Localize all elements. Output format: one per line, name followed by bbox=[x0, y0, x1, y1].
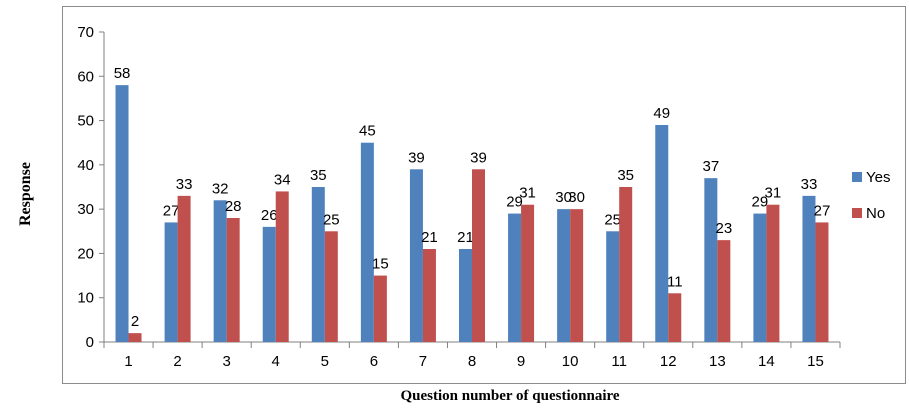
y-tick-label: 0 bbox=[86, 334, 94, 351]
x-tick-label: 5 bbox=[321, 353, 329, 370]
x-tick-label: 3 bbox=[222, 353, 230, 370]
y-axis-label: Response bbox=[17, 162, 34, 227]
x-tick-label: 7 bbox=[419, 353, 427, 370]
data-label-yes: 45 bbox=[359, 123, 376, 140]
data-label-yes: 32 bbox=[212, 180, 229, 197]
y-tick-label: 30 bbox=[77, 201, 94, 218]
bar-yes bbox=[508, 213, 522, 342]
bar-no bbox=[570, 209, 584, 342]
x-tick-label: 2 bbox=[173, 353, 181, 370]
bar-yes bbox=[213, 200, 227, 342]
data-label-yes: 25 bbox=[604, 211, 621, 228]
data-label-yes: 26 bbox=[261, 207, 278, 224]
bar-no bbox=[422, 249, 436, 342]
bar-yes bbox=[459, 249, 472, 342]
legend-swatch-no bbox=[852, 208, 862, 218]
data-label-no: 34 bbox=[274, 171, 291, 188]
data-label-no: 2 bbox=[131, 313, 139, 330]
data-label-no: 28 bbox=[225, 198, 242, 215]
data-label-yes: 29 bbox=[752, 194, 769, 211]
data-label-no: 25 bbox=[323, 211, 340, 228]
data-label-no: 21 bbox=[421, 229, 438, 246]
data-label-no: 23 bbox=[715, 220, 732, 237]
data-label-yes: 27 bbox=[163, 202, 180, 219]
bar-no bbox=[815, 222, 829, 342]
x-tick-label: 1 bbox=[124, 353, 132, 370]
bar-yes bbox=[753, 213, 767, 342]
data-label-no: 39 bbox=[470, 149, 487, 166]
bar-yes bbox=[409, 169, 423, 342]
y-tick-label: 40 bbox=[77, 157, 94, 174]
data-label-no: 27 bbox=[814, 202, 831, 219]
data-label-yes: 39 bbox=[408, 149, 425, 166]
data-label-yes: 58 bbox=[114, 65, 131, 82]
bar-yes bbox=[606, 231, 620, 342]
x-axis-label: Question number of questionnaire bbox=[400, 388, 620, 404]
bar-yes bbox=[115, 85, 129, 343]
data-label-no: 30 bbox=[568, 189, 585, 206]
x-tick-label: 6 bbox=[370, 353, 378, 370]
x-tick-label: 13 bbox=[709, 353, 726, 370]
data-label-yes: 37 bbox=[702, 158, 719, 175]
x-tick-label: 9 bbox=[517, 353, 525, 370]
bar-yes bbox=[262, 226, 276, 342]
data-label-yes: 33 bbox=[801, 176, 818, 193]
y-tick-label: 50 bbox=[77, 113, 94, 130]
y-tick-label: 70 bbox=[77, 24, 94, 41]
bar-yes bbox=[311, 187, 325, 342]
x-tick-label: 12 bbox=[660, 353, 677, 370]
legend-label-no: No bbox=[866, 205, 885, 222]
y-tick-label: 60 bbox=[77, 68, 94, 85]
y-tick-label: 20 bbox=[77, 245, 94, 262]
data-label-yes: 30 bbox=[555, 189, 572, 206]
bar-yes bbox=[655, 125, 669, 342]
bar-no bbox=[324, 231, 338, 342]
x-tick-label: 15 bbox=[807, 353, 824, 370]
x-tick-label: 4 bbox=[272, 353, 280, 370]
x-tick-label: 8 bbox=[468, 353, 476, 370]
data-label-no: 11 bbox=[667, 273, 683, 290]
bar-no bbox=[668, 293, 682, 342]
bar-no bbox=[177, 195, 191, 342]
y-tick-label: 10 bbox=[77, 290, 94, 307]
bar-no bbox=[128, 333, 142, 342]
bar-no bbox=[766, 204, 780, 342]
bar-yes bbox=[164, 222, 178, 342]
legend-label-yes: Yes bbox=[866, 169, 890, 186]
bar-no bbox=[373, 275, 387, 342]
legend-swatch-yes bbox=[852, 172, 862, 182]
bar-yes bbox=[704, 178, 718, 342]
bar-no bbox=[226, 218, 240, 342]
bar-no bbox=[275, 191, 289, 342]
data-label-no: 15 bbox=[372, 256, 389, 273]
bar-no bbox=[521, 204, 535, 342]
data-label-yes: 29 bbox=[506, 194, 523, 211]
data-label-yes: 49 bbox=[653, 105, 670, 122]
x-tick-label: 10 bbox=[562, 353, 579, 370]
bar-no bbox=[717, 240, 731, 342]
bar-no bbox=[619, 187, 633, 342]
x-tick-label: 11 bbox=[611, 353, 627, 370]
bar-no bbox=[472, 169, 485, 342]
x-tick-label: 14 bbox=[758, 353, 775, 370]
data-label-no: 31 bbox=[519, 185, 536, 202]
data-label-yes: 21 bbox=[457, 229, 474, 246]
bar-yes bbox=[360, 142, 374, 342]
data-label-no: 33 bbox=[176, 176, 193, 193]
bar-yes bbox=[802, 195, 816, 342]
bar-yes bbox=[557, 209, 571, 342]
data-label-no: 35 bbox=[617, 167, 634, 184]
data-label-yes: 35 bbox=[310, 167, 327, 184]
data-label-no: 31 bbox=[765, 185, 782, 202]
